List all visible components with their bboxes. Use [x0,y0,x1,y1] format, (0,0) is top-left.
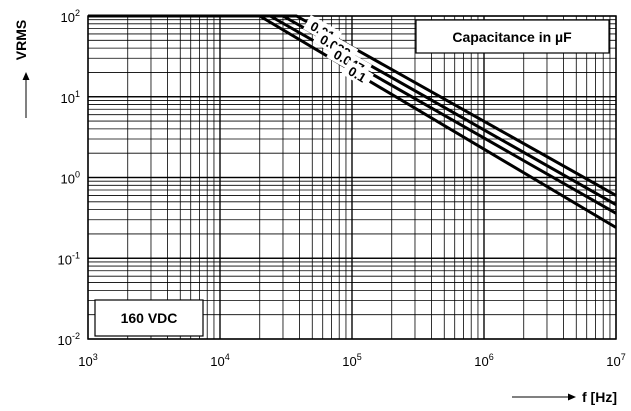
x-tick-label: 105 [342,352,361,369]
x-axis-label: f [Hz] [582,389,617,405]
legend-title: Capacitance in µF [452,29,572,45]
y-axis-label-group: VRMS [13,20,30,118]
voltage-box: 160 VDC [94,299,204,337]
x-tick-label: 106 [474,352,493,369]
y-tick-label: 101 [61,89,80,106]
grid [87,15,617,340]
curve-label-bg [341,59,374,89]
y-axis-arrow-icon [22,72,30,80]
y-axis-label: VRMS [13,20,29,60]
y-tick-label: 10-2 [58,331,80,348]
y-tick-label: 10-1 [58,250,80,267]
y-tick-label: 100 [61,170,80,187]
x-axis-arrow-icon [568,393,576,401]
x-tick-labels: 103 104 105 106 107 [78,352,625,369]
x-tick-label: 104 [210,352,229,369]
x-tick-label: 103 [78,352,97,369]
y-tick-label: 102 [61,8,80,25]
legend-box: Capacitance in µF [415,19,610,54]
y-tick-labels: 102 101 100 10-1 10-2 [58,8,80,348]
curve-labels: 0.010.0220.0470.1 [303,14,374,89]
x-axis-label-group: f [Hz] [512,389,617,405]
voltage-label: 160 VDC [121,310,178,326]
x-tick-label: 107 [606,352,625,369]
plot-frame [87,15,617,340]
